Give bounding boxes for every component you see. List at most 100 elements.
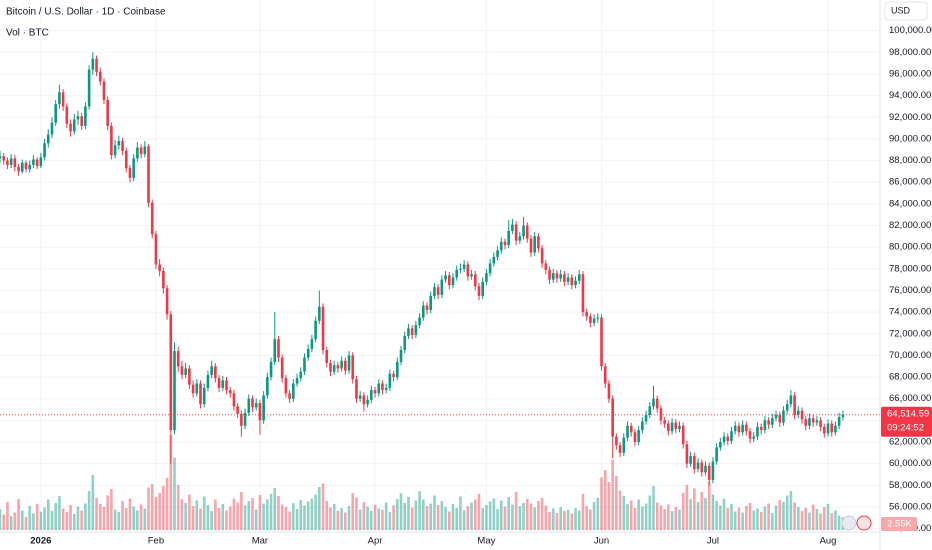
y-tick-label: 68,000.00 [889,372,931,383]
volume-bar [32,513,35,530]
volume-bar [202,496,206,530]
candle-body [358,395,362,399]
volume-bar [121,501,124,530]
volume-bar [43,507,46,530]
candle-body [176,351,180,367]
volume-bar [50,511,54,530]
x-tick-label: Aug [820,536,837,547]
x-tick-label: Jun [594,536,609,547]
volume-bar [470,502,473,530]
candle-body [351,355,355,380]
candle-body [280,357,284,379]
volume-bar [273,488,277,530]
currency-button[interactable] [884,1,928,21]
volume-bar [518,506,522,530]
plot-area [0,52,880,530]
volume-bar [459,496,462,530]
volume-bar [28,506,32,530]
candle-body [65,106,69,124]
candle-body [759,426,763,431]
candle-body [217,378,221,388]
volume-bar [366,506,369,530]
volume-bar [102,507,106,530]
volume-bar [214,499,217,530]
candle-body [195,383,199,394]
candle-body [823,426,826,434]
candle-body [485,273,488,282]
volume-bar [704,498,707,530]
volume-bar [306,501,310,530]
candle-body [199,383,202,405]
candle-body [418,317,421,326]
candle-body [414,325,418,335]
volume-bar [451,504,455,530]
candle-body [240,413,243,426]
volume-bar [674,507,678,530]
candle-body [551,273,555,280]
volume-bar [485,505,488,530]
candle-body [481,281,484,296]
candle-body [191,384,195,394]
volume-bar [254,509,258,530]
candle-body [529,238,533,253]
volume-bar [39,511,43,530]
candle-body [228,390,232,394]
volume-bar [236,502,239,530]
volume-bar [473,499,477,530]
volume-bar [752,510,756,530]
candle-body [232,393,236,407]
volume-bar [537,501,540,530]
volume-bar [184,503,187,530]
candle-body [466,264,470,277]
candle-body [563,274,566,282]
volume-bar [793,502,796,530]
volume-bar [421,499,425,530]
volume-bar [455,508,459,530]
candle-body [76,116,80,120]
candle-body [292,383,295,399]
volume-bar [87,491,91,530]
candle-body [785,404,789,411]
volume-bar [544,505,548,530]
candle-body [303,357,306,372]
volume-bar [823,507,826,530]
candle-body [295,378,299,384]
volume-bar [511,504,514,530]
flag-icon[interactable] [841,515,857,531]
candle-body [321,306,325,351]
volume-bar [180,499,184,530]
x-tick-label: Apr [368,536,383,547]
candle-body [603,366,607,384]
volume-bar [251,498,254,530]
candle-body [488,263,492,274]
y-tick-label: 82,000.00 [889,220,931,231]
volume-bar [559,507,562,530]
y-tick-label: 94,000.00 [889,90,931,101]
candle-body [819,420,822,427]
volume-bar [98,504,102,530]
candle-body [503,241,507,245]
last-volume-box [881,517,917,531]
y-tick-label: 56,000.00 [889,501,931,512]
candle-body [329,362,332,372]
volume-bar [529,503,533,530]
volume-bar [488,501,492,530]
candle-body [685,444,689,464]
y-tick-label: 96,000.00 [889,68,931,79]
candle-body [574,280,577,286]
candle-body [518,236,522,241]
volume-bar [433,495,436,530]
currency-label[interactable]: USD [891,5,911,15]
candle-body [737,425,741,433]
candle-body [381,383,384,391]
volume-bar [514,492,518,530]
candle-body [407,328,410,336]
volume-bar [35,504,39,530]
candle-body [202,387,206,405]
candle-body [388,373,392,388]
flag-icon[interactable] [856,515,872,531]
candle-body [756,426,759,437]
volume-bar [507,497,510,530]
candle-body [9,158,13,165]
candle-body [43,143,46,158]
